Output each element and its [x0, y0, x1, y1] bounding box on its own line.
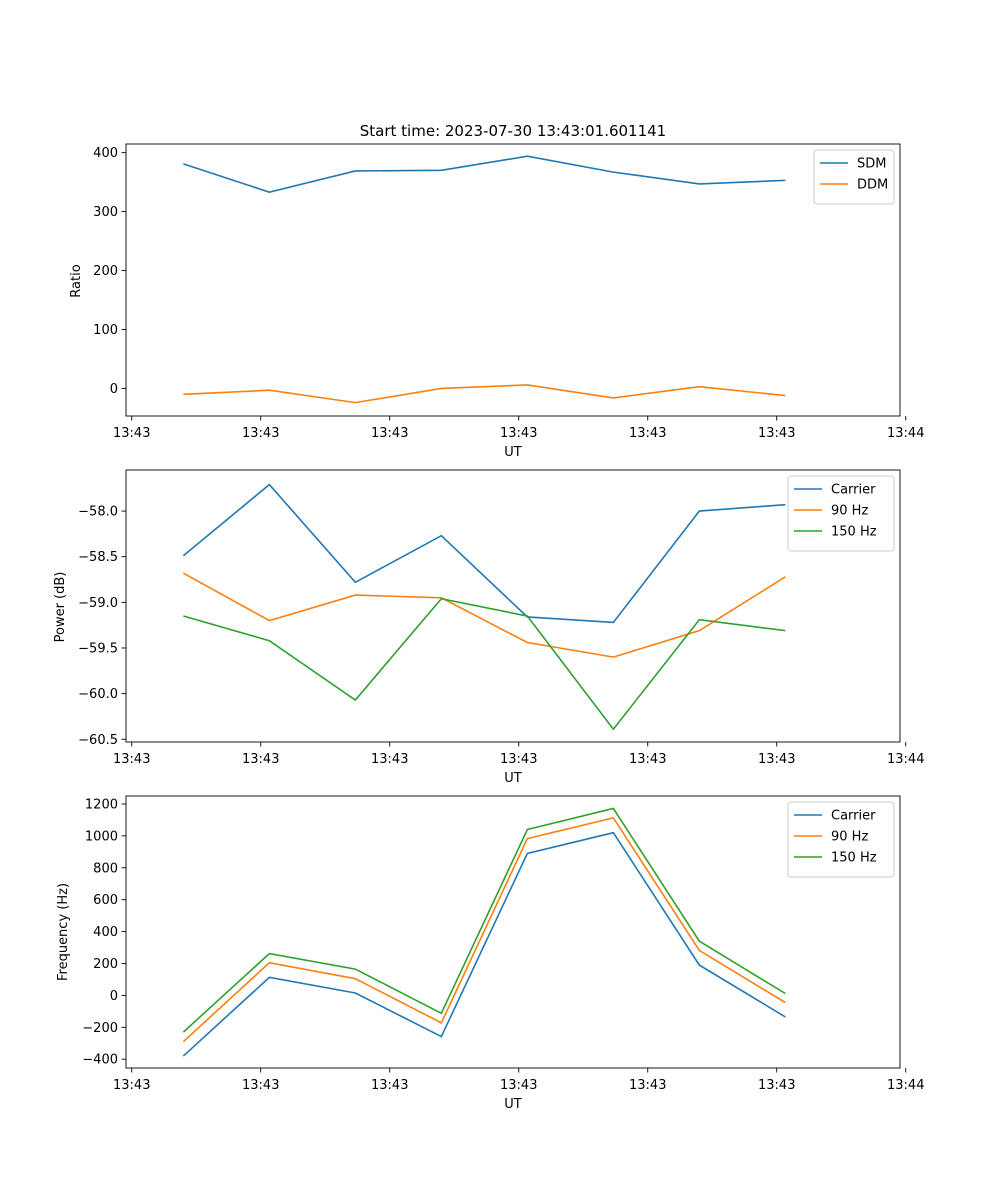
- x-tick-label: 13:43: [629, 1078, 666, 1093]
- x-axis-label-frequency: UT: [504, 1097, 522, 1112]
- y-tick-label: −58.5: [78, 550, 118, 565]
- x-tick-label: 13:43: [758, 426, 795, 441]
- y-axis-label-frequency: Frequency (Hz): [56, 883, 71, 981]
- legend-label: 90 Hz: [831, 504, 868, 519]
- y-tick-label: 300: [93, 205, 118, 220]
- y-tick-label: −58.0: [78, 505, 118, 520]
- series-line-150-hz: [182, 807, 786, 1033]
- y-tick-label: −59.0: [78, 596, 118, 611]
- x-tick-label: 13:43: [500, 752, 537, 767]
- axes-frame: [125, 143, 901, 417]
- y-tick-label: 200: [93, 264, 118, 279]
- series-line-90-hz: [182, 816, 786, 1043]
- legend-label: DDM: [857, 178, 888, 193]
- legend-label: SDM: [857, 157, 886, 172]
- x-tick-label: 13:43: [242, 426, 279, 441]
- y-axis-label-power: Power (dB): [53, 572, 68, 643]
- series-line-sdm: [183, 155, 786, 193]
- x-tick-label: 13:43: [629, 426, 666, 441]
- y-tick-label: 100: [93, 323, 118, 338]
- x-tick-label: 13:43: [500, 426, 537, 441]
- series-line-carrier: [182, 483, 786, 624]
- y-tick-label: −60.5: [78, 733, 118, 748]
- y-tick-label: −200: [82, 1021, 118, 1036]
- panel-frequency: 13:43 13:43 13:43 13:43 13:43 13:43 13:44 −400 −…: [56, 795, 924, 1112]
- panel-power: 13:43 13:43 13:43 13:43 13:43 13:43 13:44 −60.5…: [53, 469, 924, 786]
- x-tick-label: 13:43: [500, 1078, 537, 1093]
- series-line-carrier: [182, 831, 786, 1057]
- plot-power: 13:43 13:43 13:43 13:43 13:43 13:43 13:44 −60.5…: [78, 469, 924, 767]
- legend-label: 150 Hz: [831, 525, 877, 540]
- y-tick-label: 0: [110, 989, 118, 1004]
- y-tick-label: 600: [93, 893, 118, 908]
- plot-ratio: 13:43 13:43 13:43 13:43 13:43 13:43 13:44 0 100 2…: [93, 143, 924, 441]
- y-tick-label: −400: [82, 1053, 118, 1068]
- legend-label: 90 Hz: [831, 830, 868, 845]
- y-tick-label: 400: [93, 925, 118, 940]
- x-tick-label: 13:43: [758, 1078, 795, 1093]
- legend-box: [787, 475, 895, 552]
- y-tick-label: 1000: [85, 829, 118, 844]
- y-tick-label: −60.0: [78, 687, 118, 702]
- x-tick-label: 13:43: [242, 752, 279, 767]
- y-tick-label: 0: [110, 382, 118, 397]
- y-axis-label-ratio: Ratio: [69, 264, 84, 297]
- legend-box: [787, 801, 895, 878]
- x-axis-label-power: UT: [504, 771, 522, 786]
- x-tick-label: 13:43: [113, 752, 150, 767]
- y-tick-label: 1200: [85, 797, 118, 812]
- x-tick-label: 13:43: [242, 1078, 279, 1093]
- x-tick-label: 13:43: [371, 752, 408, 767]
- legend-label: 150 Hz: [831, 851, 877, 866]
- x-tick-label: 13:44: [887, 1078, 924, 1093]
- legend-label: Carrier: [831, 809, 876, 824]
- x-tick-label: 13:44: [887, 752, 924, 767]
- x-axis-label-ratio: UT: [504, 445, 522, 460]
- y-tick-label: −59.5: [78, 641, 118, 656]
- y-tick-label: 800: [93, 861, 118, 876]
- legend-label: Carrier: [831, 483, 876, 498]
- x-tick-label: 13:44: [887, 426, 924, 441]
- series-line-90-hz: [182, 572, 786, 658]
- x-tick-label: 13:43: [371, 1078, 408, 1093]
- x-tick-label: 13:43: [758, 752, 795, 767]
- y-tick-label: 400: [93, 146, 118, 161]
- panel-ratio: Start time: 2023-07-30 13:43:01.601141 1…: [69, 122, 924, 460]
- series-line-150-hz: [183, 597, 786, 731]
- series-line-ddm: [183, 384, 786, 404]
- x-tick-label: 13:43: [113, 426, 150, 441]
- y-tick-label: 200: [93, 957, 118, 972]
- x-tick-label: 13:43: [629, 752, 666, 767]
- x-tick-label: 13:43: [113, 1078, 150, 1093]
- plot-frequency: 13:43 13:43 13:43 13:43 13:43 13:43 13:44 −400 −…: [82, 795, 924, 1093]
- x-tick-label: 13:43: [371, 426, 408, 441]
- axes-frame: [125, 469, 901, 743]
- chart-title: Start time: 2023-07-30 13:43:01.601141: [360, 122, 666, 140]
